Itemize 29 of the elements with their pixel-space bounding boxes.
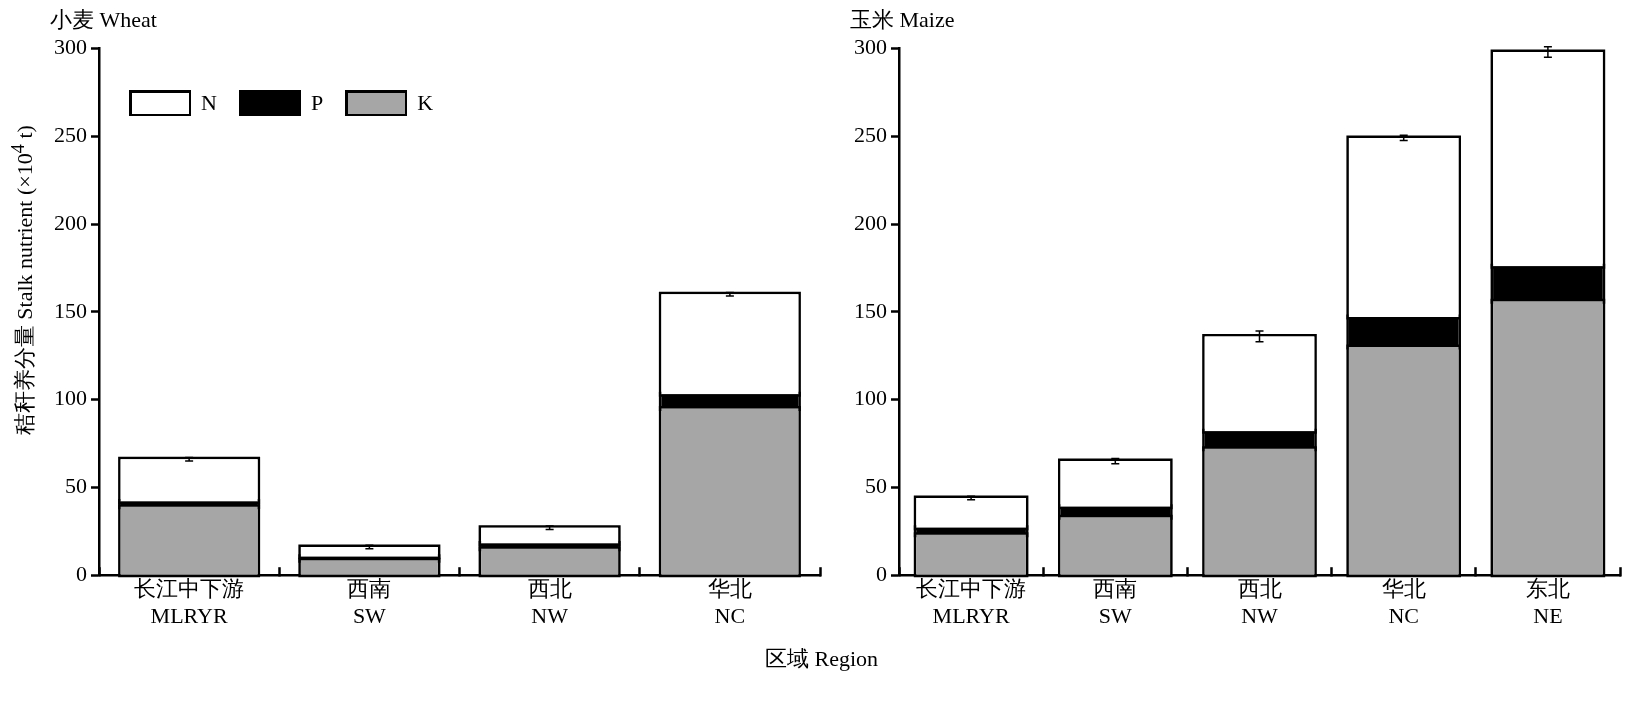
x-tick-label: 西北 NW [1237, 576, 1282, 628]
x-tick-label: 东北 NE [1525, 576, 1570, 628]
x-tick-label: 长江中下游 MLRYR [134, 576, 245, 628]
y-tick-label: 0 [876, 560, 887, 586]
legend-label: K [417, 90, 434, 117]
y-tick-label: 0 [76, 560, 87, 586]
y-tick-label: 150 [54, 297, 87, 323]
y-tick-label: 50 [865, 473, 887, 499]
y-tick-label: 150 [854, 297, 887, 323]
y-tick-label: 200 [54, 209, 87, 235]
y-tick-label: 250 [854, 121, 887, 147]
y-tick-label: 100 [854, 385, 887, 411]
x-tick-label: 西北 NW [527, 576, 572, 628]
x-axis-title: 区域 Region [763, 645, 880, 673]
x-tick-label: 长江中下游 MLRYR [916, 576, 1027, 628]
legend-label: N [201, 90, 217, 117]
y-tick-label: 300 [854, 34, 887, 60]
x-tick-label: 华北 NC [1381, 576, 1426, 628]
y-tick-label: 50 [65, 473, 87, 499]
y-tick-label: 200 [854, 209, 887, 235]
legend-label: P [310, 90, 324, 117]
chart-title: 小麦 Wheat [50, 6, 157, 32]
y-tick-label: 100 [54, 385, 87, 411]
y-tick-label: 250 [54, 121, 87, 147]
y-tick-label: 300 [54, 34, 87, 60]
x-tick-label: 西南 SW [347, 576, 392, 628]
chart-title: 玉米 Maize [850, 6, 955, 32]
x-tick-label: 西南 SW [1093, 576, 1138, 628]
x-tick-label: 华北 NC [707, 576, 752, 628]
